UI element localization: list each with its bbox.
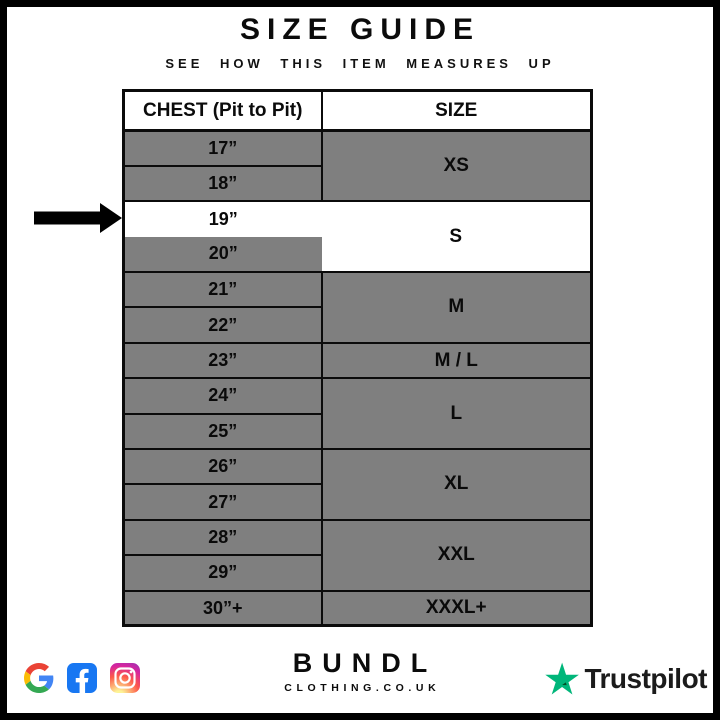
- chest-cell-17: 17”: [122, 129, 323, 167]
- trustpilot-star-icon: [545, 662, 580, 695]
- chest-cell-30plus: 30”+: [122, 589, 323, 627]
- instagram-icon: [110, 663, 140, 693]
- table-row: 30”+ XXXL+: [122, 589, 593, 627]
- chest-cell-21: 21”: [122, 271, 323, 309]
- size-cell-xl: XL: [320, 448, 593, 521]
- chest-cell-22: 22”: [122, 306, 323, 344]
- chest-cell-26: 26”: [122, 448, 323, 486]
- size-cell-xs: XS: [320, 129, 593, 203]
- table-row: 29”: [122, 554, 592, 592]
- chest-cell-27: 27”: [122, 483, 323, 521]
- table-row: 24” L: [122, 377, 593, 451]
- table-row: 23” M / L: [122, 341, 593, 380]
- trustpilot-wordmark: Trustpilot: [584, 662, 707, 694]
- chest-cell-23: 23”: [122, 341, 323, 380]
- brand-name: BUNDL: [292, 648, 438, 678]
- chest-cell-29: 29”: [122, 554, 323, 592]
- size-cell-m: M: [320, 271, 593, 344]
- size-cell-xxxlplus: XXXL+: [320, 589, 593, 627]
- brand-domain: CLOTHING.CO.UK: [284, 682, 441, 694]
- table-row: 17” XS: [122, 129, 593, 203]
- chest-cell-18: 18”: [122, 164, 323, 203]
- highlight-arrow-icon: [34, 203, 122, 233]
- table-row: 25”: [122, 412, 592, 451]
- size-cell-l: L: [320, 377, 593, 451]
- size-cell-xxl: XXL: [320, 518, 593, 592]
- trustpilot-logo: Trustpilot: [545, 662, 707, 695]
- table-row: 27”: [122, 483, 592, 521]
- brand-logo: BUNDL CLOTHING.CO.UK: [0, 648, 720, 694]
- page-title: SIZE GUIDE: [239, 13, 481, 46]
- table-row: 26” XL: [122, 448, 593, 521]
- chest-cell-20: 20”: [122, 236, 322, 274]
- table-row-highlighted: 19” S: [122, 200, 593, 274]
- chest-cell-25: 25”: [122, 412, 323, 451]
- size-guide-table: CHEST (Pit to Pit) SIZE 17” XS 18” 19” S…: [122, 89, 593, 628]
- size-cell-m-l: M / L: [320, 341, 593, 380]
- social-logos: [24, 663, 140, 693]
- chest-cell-24: 24”: [122, 377, 323, 415]
- size-cell-s-highlighted: S: [321, 200, 593, 274]
- page-subtitle: SEE HOW THIS ITEM MEASURES UP: [165, 56, 555, 71]
- table-header-row: CHEST (Pit to Pit) SIZE: [122, 89, 593, 132]
- table-row: 28” XXL: [122, 518, 593, 592]
- table-row: 21” M: [122, 271, 593, 344]
- google-icon: [24, 663, 54, 693]
- chest-cell-28: 28”: [122, 518, 323, 557]
- table-row: 20”: [122, 236, 592, 274]
- table-row: 18”: [122, 164, 592, 203]
- chest-cell-19-highlighted: 19”: [122, 200, 322, 237]
- facebook-icon: [67, 663, 97, 693]
- chest-column-header: CHEST (Pit to Pit): [122, 89, 323, 132]
- table-row: 22”: [122, 306, 592, 344]
- size-column-header: SIZE: [320, 89, 593, 132]
- size-guide-table-wrap: CHEST (Pit to Pit) SIZE 17” XS 18” 19” S…: [122, 89, 593, 628]
